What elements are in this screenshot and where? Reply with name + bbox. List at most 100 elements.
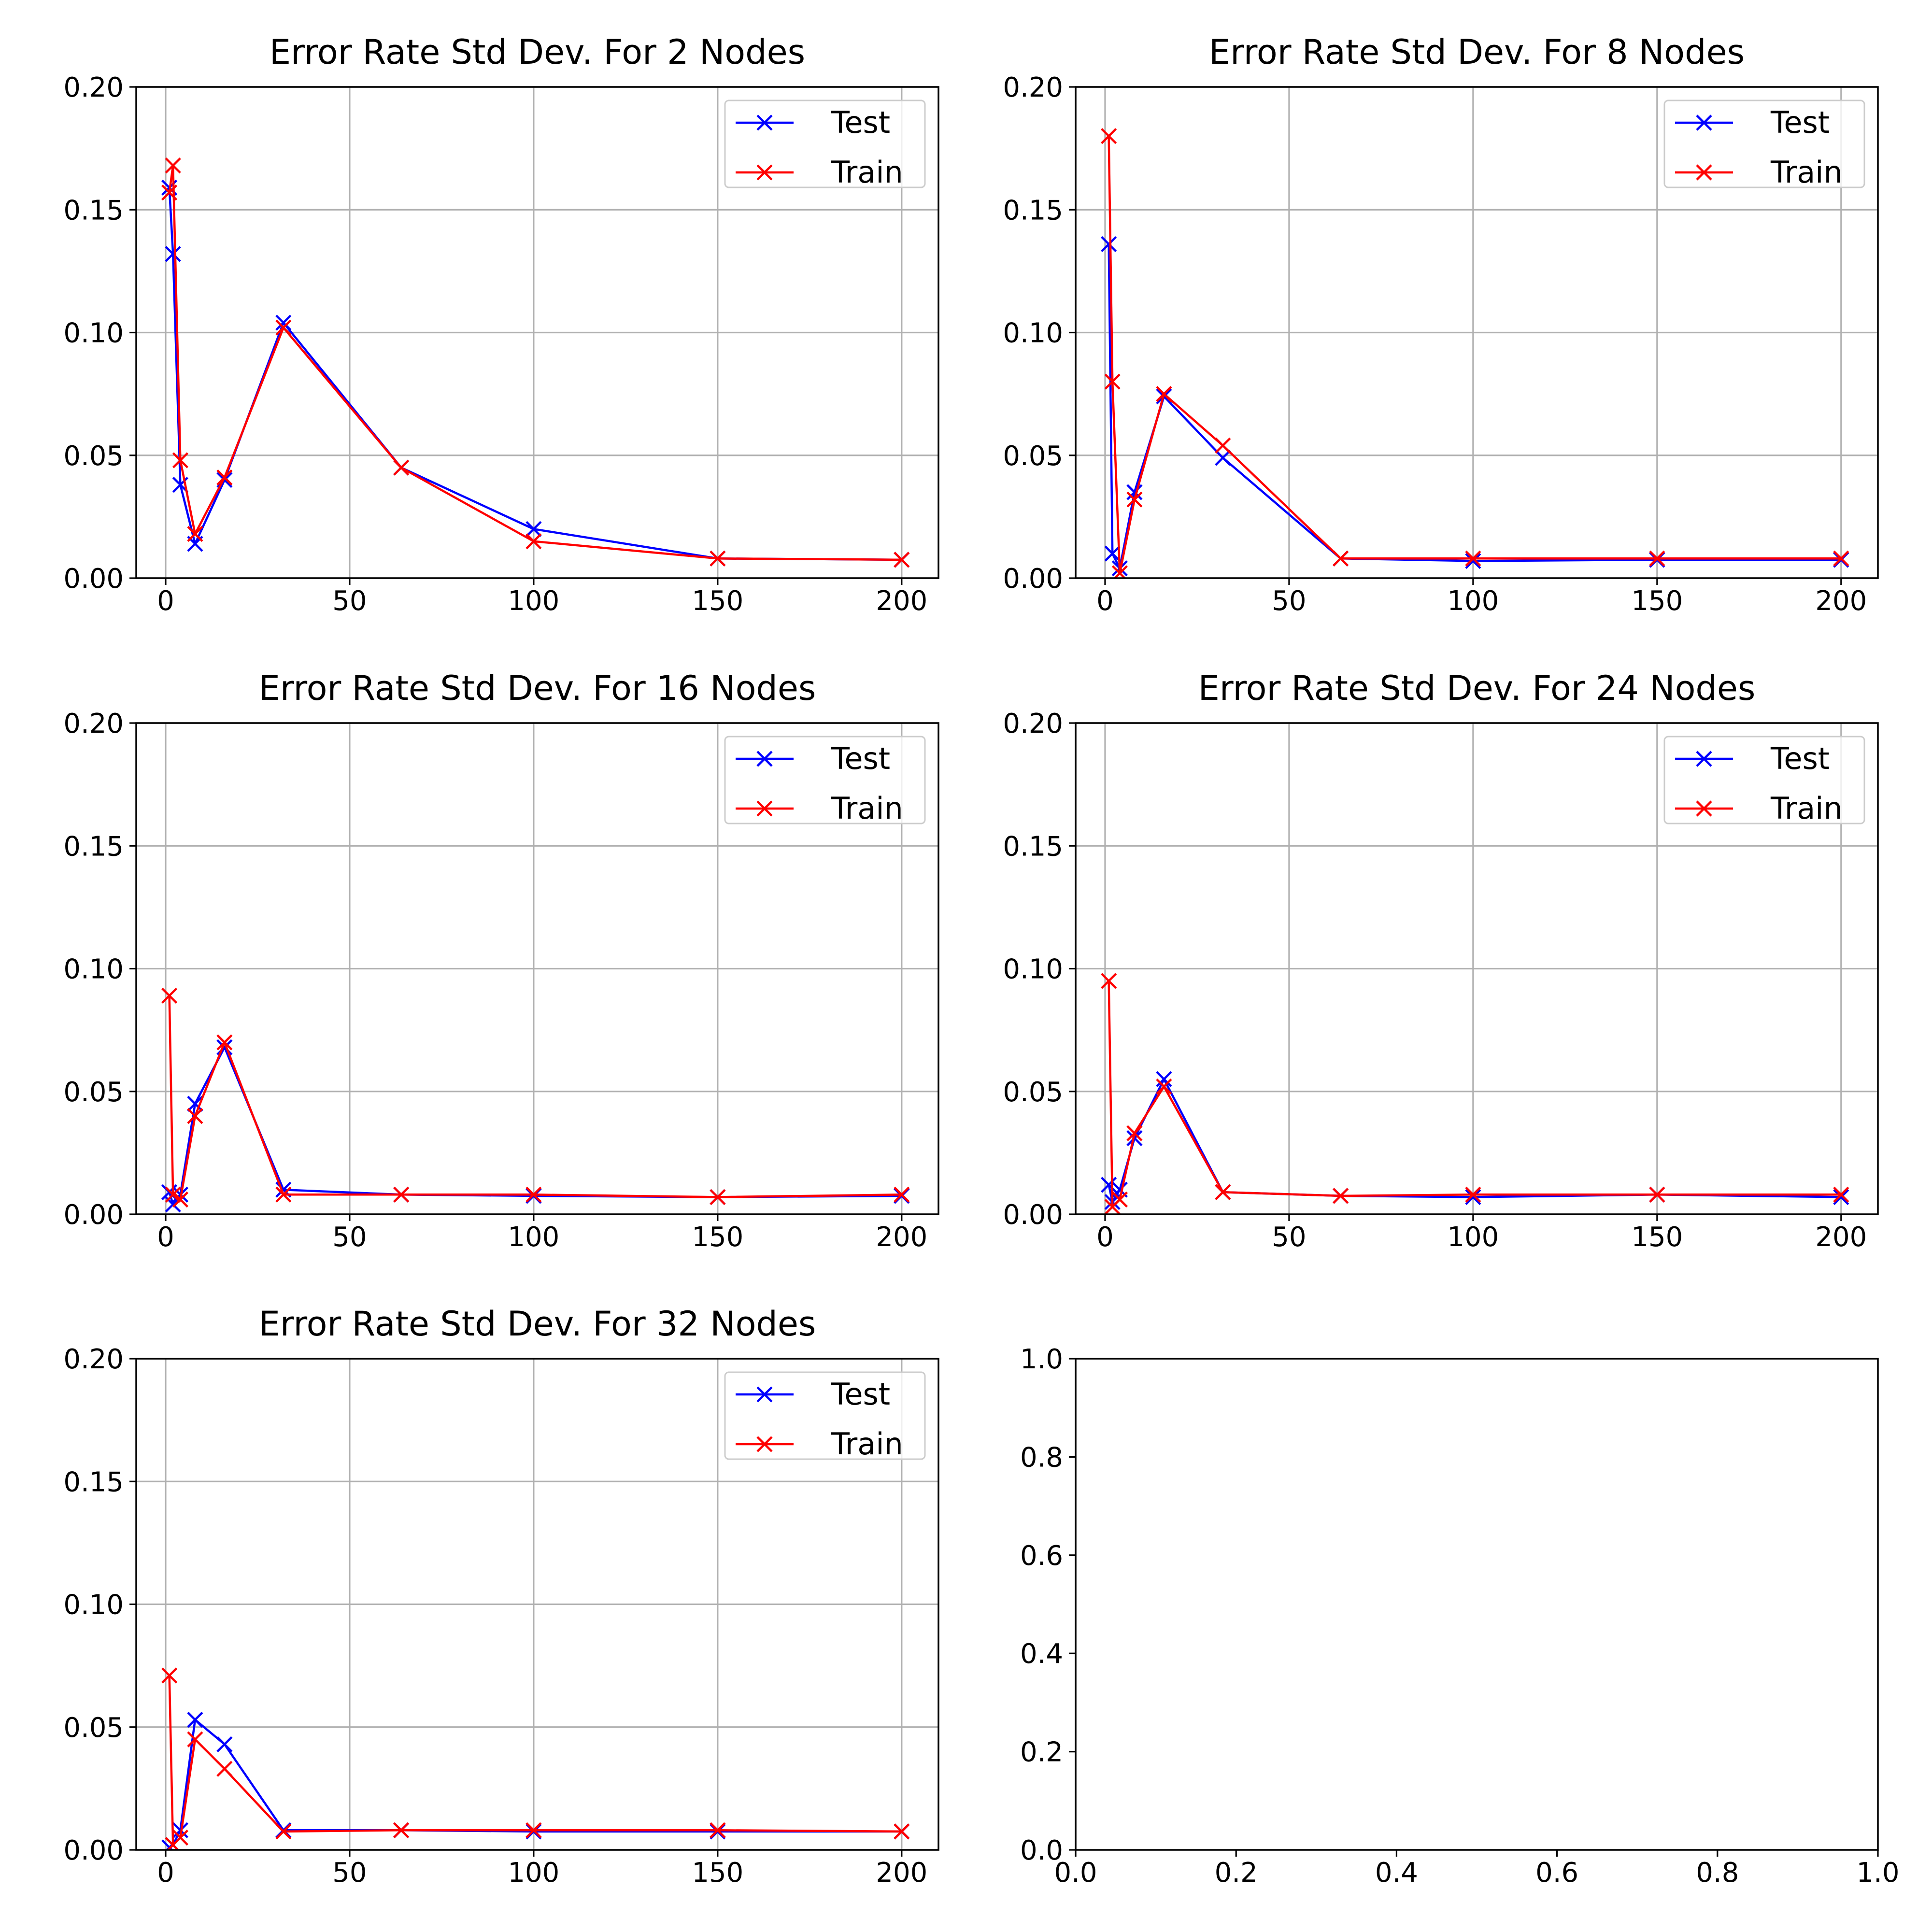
chart-title: Error Rate Std Dev. For 32 Nodes — [259, 1304, 816, 1344]
series-test — [1100, 1071, 1849, 1210]
x-axis: 0 50 100 150 200 — [157, 578, 927, 617]
data-point-train — [1833, 1186, 1849, 1203]
legend-label: Test — [1770, 105, 1830, 140]
plot-area — [161, 157, 910, 568]
y-axis: 0.00 0.05 0.10 0.15 0.20 — [63, 708, 136, 1231]
data-point-train — [1100, 973, 1117, 989]
data-point-train — [161, 987, 178, 1004]
data-point-train — [894, 1823, 910, 1840]
x-tick-label: 0 — [157, 1857, 174, 1889]
data-point-train — [172, 452, 189, 469]
series-line-test — [169, 1719, 902, 1848]
legend: Test Train — [724, 1371, 926, 1462]
y-tick-label: 0.10 — [63, 954, 124, 985]
x-tick-label: 0.4 — [1375, 1857, 1418, 1889]
x-tick-label: 150 — [692, 1857, 743, 1889]
data-point-train — [393, 459, 410, 476]
y-tick-label: 0.10 — [63, 318, 124, 349]
legend-marker — [756, 800, 773, 817]
x-tick-label: 150 — [692, 1222, 743, 1253]
legend-entry-test: Test — [736, 1377, 890, 1412]
series-line-train — [1108, 980, 1841, 1208]
data-point-test — [1100, 1177, 1117, 1193]
x-axis: 0 50 100 150 200 — [157, 1850, 927, 1889]
data-point-train — [161, 1667, 178, 1684]
series-train — [1100, 128, 1849, 578]
data-point-test — [1156, 1071, 1172, 1087]
series-line-train — [1108, 136, 1841, 575]
series-train — [161, 987, 910, 1208]
data-point-train — [1649, 1186, 1665, 1203]
legend-marker — [756, 1436, 773, 1452]
x-tick-label: 100 — [508, 585, 559, 617]
data-point-test — [1465, 553, 1481, 569]
legend-label: Test — [831, 1377, 890, 1412]
y-tick-label: 0.00 — [63, 1835, 124, 1866]
y-tick-label: 0.10 — [1003, 318, 1063, 349]
legend-label: Train — [1770, 791, 1843, 826]
y-tick-label: 0.20 — [1003, 708, 1063, 739]
data-point-train — [216, 1761, 233, 1777]
legend-marker — [1696, 164, 1712, 181]
x-tick-label: 100 — [508, 1222, 559, 1253]
x-tick-label: 150 — [1631, 585, 1683, 617]
plot-area — [1100, 973, 1849, 1214]
data-point-train — [393, 1186, 410, 1203]
y-tick-label: 0.10 — [1003, 954, 1063, 985]
y-tick-label: 0.00 — [63, 563, 124, 595]
data-point-train — [216, 1034, 233, 1051]
series-line-test — [1108, 244, 1841, 569]
data-point-test — [165, 246, 181, 262]
data-point-test — [1465, 1189, 1481, 1205]
data-point-train — [216, 469, 233, 486]
series-line-train — [168, 995, 902, 1201]
legend-marker — [756, 114, 773, 131]
data-point-train — [187, 1108, 203, 1124]
legend-entry-test: Test — [1675, 741, 1830, 776]
data-point-test — [1100, 236, 1117, 253]
x-tick-label: 50 — [332, 1857, 367, 1889]
chart-title: Error Rate Std Dev. For 16 Nodes — [259, 668, 816, 708]
legend-marker — [1696, 114, 1712, 131]
series-line-train — [168, 1675, 902, 1847]
legend-entry-train: Train — [736, 1426, 903, 1462]
x-axis: 0 50 100 150 200 — [157, 1214, 927, 1253]
series-line-train — [168, 164, 902, 561]
legend-entry-train: Train — [736, 791, 903, 826]
data-point-train — [1215, 437, 1231, 454]
data-point-test — [1215, 450, 1231, 466]
y-tick-label: 0.05 — [63, 1712, 124, 1744]
legend: Test Train — [1663, 736, 1865, 826]
legend-label: Train — [831, 1426, 903, 1462]
y-tick-label: 0.15 — [63, 1466, 124, 1498]
chart-title: Error Rate Std Dev. For 24 Nodes — [1198, 668, 1756, 708]
data-point-train — [1215, 1184, 1231, 1200]
series-train — [161, 157, 910, 568]
data-point-train — [1104, 373, 1121, 390]
plot-area — [161, 1667, 910, 1850]
data-point-train — [1332, 550, 1349, 567]
data-point-train — [275, 1186, 292, 1203]
data-point-train — [526, 533, 542, 550]
data-point-train — [894, 1186, 910, 1203]
data-point-train — [172, 1829, 189, 1846]
x-tick-label: 200 — [1815, 1222, 1867, 1253]
plot-area — [161, 987, 910, 1213]
subplot-3: 0 50 100 150 200 0.00 0.05 0.10 0.15 0.20 Error Ra… — [63, 668, 939, 1253]
series-train — [161, 1667, 910, 1850]
legend-entry-train: Train — [736, 155, 903, 190]
data-point-train — [526, 1186, 542, 1203]
y-tick-label: 0.15 — [1003, 831, 1063, 862]
data-point-train — [1649, 550, 1665, 567]
data-point-train — [894, 552, 910, 568]
legend-entry-test: Test — [1675, 105, 1830, 140]
data-point-train — [710, 550, 726, 567]
y-tick-label: 0.15 — [1003, 195, 1063, 226]
data-point-train — [1465, 550, 1481, 567]
data-point-test — [275, 314, 292, 331]
legend-marker — [756, 751, 773, 767]
data-point-train — [165, 157, 181, 174]
y-tick-label: 0.4 — [1020, 1638, 1063, 1670]
legend-marker — [756, 164, 773, 181]
